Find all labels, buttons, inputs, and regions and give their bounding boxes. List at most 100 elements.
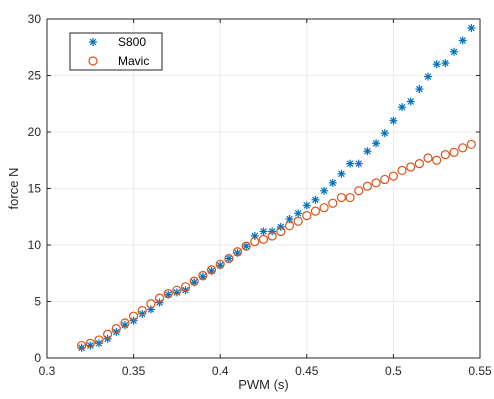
- legend-marker-glyph: [89, 38, 97, 46]
- data-point: [198, 270, 208, 281]
- data-point: [449, 147, 459, 157]
- data-point: [389, 116, 398, 125]
- data-point: [458, 36, 467, 45]
- x-tick-label: 0.4: [212, 364, 229, 378]
- data-point: [258, 234, 269, 244]
- legend-marker-s800: [89, 38, 97, 46]
- x-tick-label: 0.5: [385, 364, 402, 378]
- data-point: [250, 237, 260, 247]
- data-point: [112, 328, 121, 337]
- data-point: [284, 221, 295, 231]
- data-point: [466, 139, 476, 150]
- data-point: [415, 85, 424, 94]
- data-point: [398, 103, 407, 112]
- data-point: [285, 215, 294, 224]
- x-tick-label: 0.35: [122, 364, 146, 378]
- y-tick-label: 15: [28, 182, 42, 196]
- data-point: [372, 139, 381, 148]
- legend-label-s800: S800: [118, 35, 146, 49]
- data-point: [380, 174, 390, 185]
- x-tick-label: 0.45: [295, 364, 319, 378]
- y-tick-label: 20: [28, 125, 42, 139]
- data-point: [440, 150, 450, 160]
- data-point: [354, 159, 363, 168]
- data-point: [85, 338, 95, 348]
- data-point: [414, 159, 424, 169]
- data-point: [336, 192, 347, 203]
- data-point: [424, 72, 433, 81]
- y-tick-label: 0: [34, 351, 41, 365]
- data-point: [388, 171, 398, 181]
- data-point: [337, 169, 346, 178]
- legend-marker-glyph: [88, 56, 98, 66]
- y-tick-label: 10: [28, 238, 42, 252]
- data-point: [450, 47, 459, 56]
- data-point: [172, 285, 182, 295]
- data-point: [224, 253, 234, 264]
- x-tick-label: 0.3: [39, 364, 56, 378]
- data-point: [189, 276, 199, 286]
- data-point: [311, 195, 320, 204]
- data-point: [154, 293, 165, 303]
- series-s800: [77, 24, 476, 352]
- data-point: [259, 227, 268, 236]
- data-point: [310, 206, 321, 216]
- legend-marker-mavic: [88, 56, 98, 66]
- data-point: [215, 259, 225, 269]
- data-point: [103, 329, 113, 339]
- data-point: [294, 209, 303, 218]
- data-point: [467, 24, 476, 33]
- y-tick-label: 5: [34, 295, 41, 309]
- data-point: [206, 265, 217, 275]
- series-mavic: [77, 139, 476, 351]
- data-point: [163, 288, 173, 299]
- data-point: [432, 155, 442, 165]
- y-tick-label: 30: [28, 12, 42, 26]
- data-point: [302, 211, 312, 221]
- data-point: [241, 241, 251, 251]
- legend-label-mavic: Mavic: [118, 54, 149, 68]
- data-point: [242, 242, 251, 251]
- data-point: [423, 153, 433, 163]
- y-axis-title: force N: [6, 168, 21, 210]
- data-point: [267, 231, 277, 241]
- data-marks: [77, 24, 476, 352]
- y-tick-label: 25: [28, 69, 42, 83]
- data-point: [406, 162, 416, 172]
- data-point: [362, 181, 373, 191]
- data-point: [302, 201, 311, 210]
- data-point: [319, 203, 329, 213]
- data-point: [146, 299, 156, 309]
- data-point: [293, 216, 303, 226]
- data-point: [380, 129, 389, 138]
- data-point: [77, 340, 87, 351]
- data-point: [432, 60, 441, 69]
- data-point: [371, 178, 381, 188]
- data-point: [345, 192, 355, 203]
- legend-box: [69, 32, 163, 71]
- data-point: [406, 97, 415, 106]
- x-axis-title: PWM (s): [238, 377, 289, 392]
- data-point: [441, 59, 450, 68]
- data-point: [328, 178, 337, 187]
- data-point: [120, 318, 130, 328]
- data-point: [328, 198, 338, 208]
- data-point: [224, 254, 233, 263]
- axis-ticks: 0.3 0.35 0.4 0.45 0.5 0.55 0 5 10 15 20 25 30: [28, 12, 492, 378]
- x-tick-label: 0.55: [468, 364, 492, 378]
- data-point: [129, 311, 139, 321]
- data-point: [137, 305, 147, 316]
- data-point: [346, 159, 355, 168]
- legend: S800 Mavic: [69, 32, 163, 71]
- data-point: [320, 186, 329, 195]
- data-point: [458, 143, 468, 153]
- data-point: [363, 147, 372, 156]
- data-point: [180, 282, 191, 292]
- data-point: [77, 343, 86, 352]
- data-point: [94, 335, 104, 345]
- data-point: [111, 324, 121, 334]
- data-point: [354, 186, 364, 196]
- data-point: [232, 247, 243, 257]
- data-point: [397, 165, 407, 176]
